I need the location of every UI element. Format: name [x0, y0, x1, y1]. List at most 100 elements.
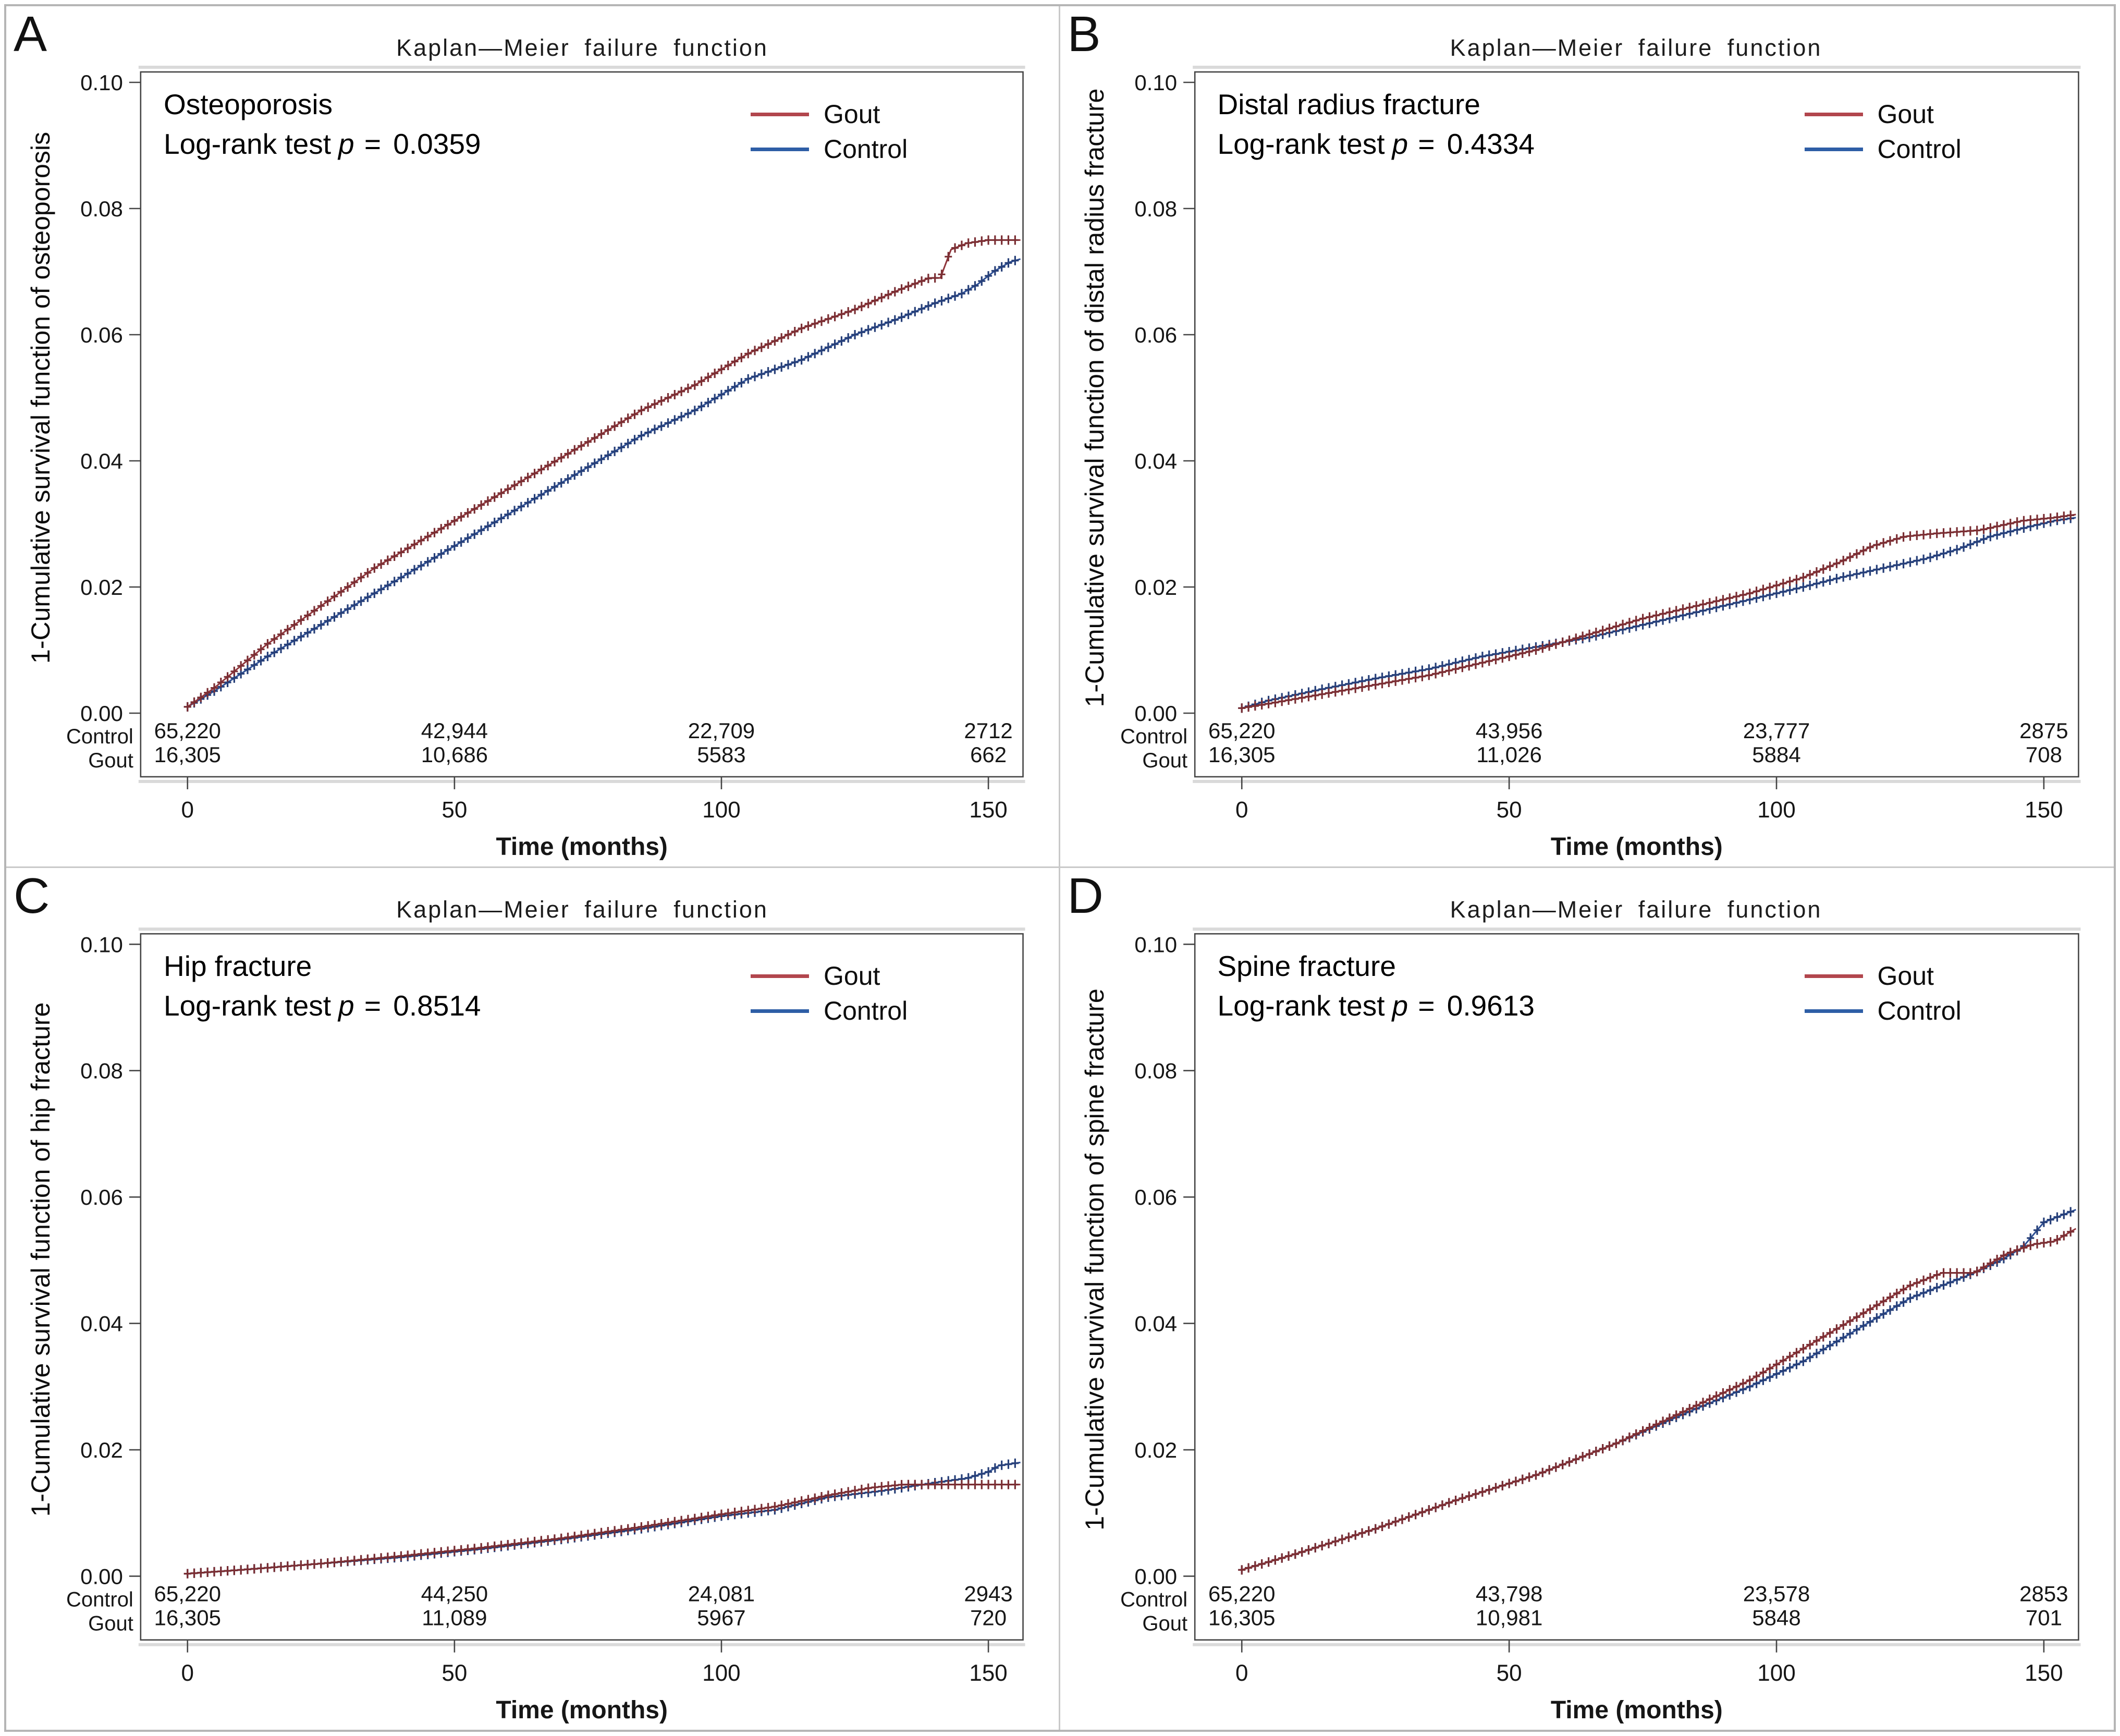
legend-label: Gout — [1877, 100, 1934, 129]
at-risk-count: 720 — [970, 1606, 1007, 1630]
condition-label: Distal radius fracture — [1217, 88, 1480, 120]
gout-legend-line-icon — [751, 112, 809, 116]
y-tick-label: 0.02 — [80, 1438, 123, 1462]
y-tick-label: 0.06 — [80, 323, 123, 347]
at-risk-count: 2875 — [2019, 718, 2068, 743]
at-risk-count: 10,686 — [421, 742, 488, 767]
control-legend-line-icon — [1804, 147, 1863, 151]
panel-C: 0.00 0.02 0.04 0.06 0.08 0.10 0 50 100 150 Time (m… — [6, 868, 1060, 1730]
legend-item-control: Control — [1804, 996, 1962, 1026]
x-tick-label: 100 — [702, 1660, 740, 1686]
condition-label: Spine fracture — [1217, 950, 1396, 982]
at-risk-count: 24,081 — [688, 1582, 755, 1606]
gout-censor-marks — [1237, 1227, 2074, 1575]
control-legend-line-icon — [751, 147, 809, 151]
at-risk-count: 2853 — [2019, 1582, 2068, 1606]
at-risk-row-label: Control — [66, 1588, 133, 1611]
y-tick-label: 0.02 — [1134, 575, 1177, 600]
y-tick-label: 0.08 — [80, 1059, 123, 1083]
km-plot-svg: 0.00 0.02 0.04 0.06 0.08 0.10 0 50 100 150 Time (m… — [1120, 66, 2080, 861]
control-legend-line-icon — [1804, 1009, 1863, 1013]
legend-label: Gout — [1877, 961, 1934, 991]
p-symbol: p — [338, 989, 354, 1022]
at-risk-count: 44,250 — [421, 1582, 488, 1606]
x-tick-label: 0 — [1235, 797, 1248, 823]
logrank-prefix: Log-rank test — [1217, 128, 1385, 160]
x-axis-title: Time (months) — [1550, 1696, 1722, 1724]
x-tick-label: 150 — [2025, 797, 2063, 823]
legend-label: Gout — [824, 100, 880, 129]
legend-item-control: Control — [751, 996, 908, 1026]
equals-sign: = — [1410, 989, 1443, 1022]
at-risk-row-label: Gout — [1142, 1612, 1187, 1635]
x-tick-label: 50 — [1496, 1660, 1522, 1686]
equals-sign: = — [356, 128, 389, 160]
y-tick-label: 0.06 — [80, 1185, 123, 1209]
plot-box — [1194, 933, 2079, 1641]
at-risk-count: 65,220 — [154, 718, 221, 743]
control-censor-marks — [183, 1458, 1019, 1579]
control-censor-marks — [1237, 1207, 2074, 1575]
panel-letter: B — [1067, 6, 1101, 62]
p-symbol: p — [338, 128, 354, 160]
x-axis-title: Time (months) — [496, 833, 667, 861]
gout-censor-marks — [1237, 510, 2074, 713]
p-symbol: p — [1392, 128, 1408, 160]
y-tick-label: 0.00 — [80, 701, 123, 726]
legend-item-control: Control — [751, 134, 908, 164]
y-axis-title: 1-Cumulative survival function of osteop… — [26, 132, 55, 664]
y-tick-label: 0.00 — [80, 1564, 123, 1588]
y-tick-label: 0.10 — [1134, 70, 1177, 95]
gout-legend-line-icon — [1804, 974, 1863, 978]
y-tick-label: 0.02 — [80, 575, 123, 600]
at-risk-row-label: Control — [1120, 1588, 1187, 1611]
km-plot-svg: 0.00 0.02 0.04 0.06 0.08 0.10 0 50 100 150 Time (m… — [66, 66, 1025, 861]
x-tick-label: 150 — [969, 1660, 1007, 1686]
x-tick-label: 150 — [2025, 1660, 2063, 1686]
gout-curve — [187, 239, 1021, 708]
y-tick-label: 0.00 — [1134, 701, 1177, 726]
y-tick-label: 0.10 — [80, 932, 123, 957]
plot-box — [1194, 71, 2079, 778]
control-censor-marks — [183, 255, 1019, 712]
at-risk-count: 2712 — [964, 718, 1012, 743]
at-risk-count: 23,578 — [1743, 1582, 1810, 1606]
chart-title: Kaplan—Meier failure function — [1450, 896, 1822, 923]
y-tick-label: 0.06 — [1134, 323, 1177, 347]
at-risk-row-label: Gout — [1142, 749, 1187, 772]
x-tick-label: 150 — [969, 797, 1007, 823]
legend-label: Control — [1877, 135, 1962, 164]
y-axis-title: 1-Cumulative survival function of distal… — [1080, 88, 1109, 707]
at-risk-count: 5848 — [1752, 1606, 1800, 1630]
at-risk-row-label: Gout — [88, 1612, 133, 1635]
x-tick-label: 50 — [442, 797, 467, 823]
at-risk-count: 16,305 — [1208, 1606, 1275, 1630]
at-risk-row-label: Control — [1120, 725, 1187, 748]
at-risk-count: 16,305 — [154, 1606, 221, 1630]
logrank-stat: Log-rank test p = 0.0359 — [164, 127, 481, 161]
p-symbol: p — [1392, 989, 1408, 1022]
y-axis-title: 1-Cumulative survival function of hip fr… — [26, 1002, 55, 1517]
control-legend-line-icon — [751, 1009, 809, 1013]
at-risk-count: 11,089 — [422, 1606, 487, 1630]
gout-legend-line-icon — [751, 974, 809, 978]
equals-sign: = — [356, 989, 389, 1022]
control-curve — [187, 258, 1021, 708]
y-tick-label: 0.02 — [1134, 1438, 1177, 1462]
panel-D: 0.00 0.02 0.04 0.06 0.08 0.10 0 50 100 150 Time (m… — [1060, 868, 2114, 1730]
y-tick-label: 0.04 — [1134, 449, 1177, 473]
chart-title: Kaplan—Meier failure function — [396, 34, 768, 61]
panel-A: 0.00 0.02 0.04 0.06 0.08 0.10 0 50 100 150 Time (m… — [6, 6, 1060, 868]
at-risk-count: 42,944 — [421, 718, 488, 743]
legend-item-gout: Gout — [1804, 99, 1934, 129]
y-tick-label: 0.08 — [1134, 1059, 1177, 1083]
at-risk-count: 708 — [2025, 742, 2062, 767]
at-risk-count: 2943 — [964, 1582, 1012, 1606]
at-risk-count: 662 — [970, 742, 1007, 767]
at-risk-count: 16,305 — [1208, 742, 1276, 767]
gout-censor-marks — [183, 235, 1019, 712]
at-risk-count: 701 — [2025, 1606, 2062, 1630]
at-risk-count: 65,220 — [154, 1582, 221, 1606]
km-plot-svg: 0.00 0.02 0.04 0.06 0.08 0.10 0 50 100 150 Time (m… — [1120, 927, 2080, 1724]
legend-item-control: Control — [1804, 134, 1962, 164]
